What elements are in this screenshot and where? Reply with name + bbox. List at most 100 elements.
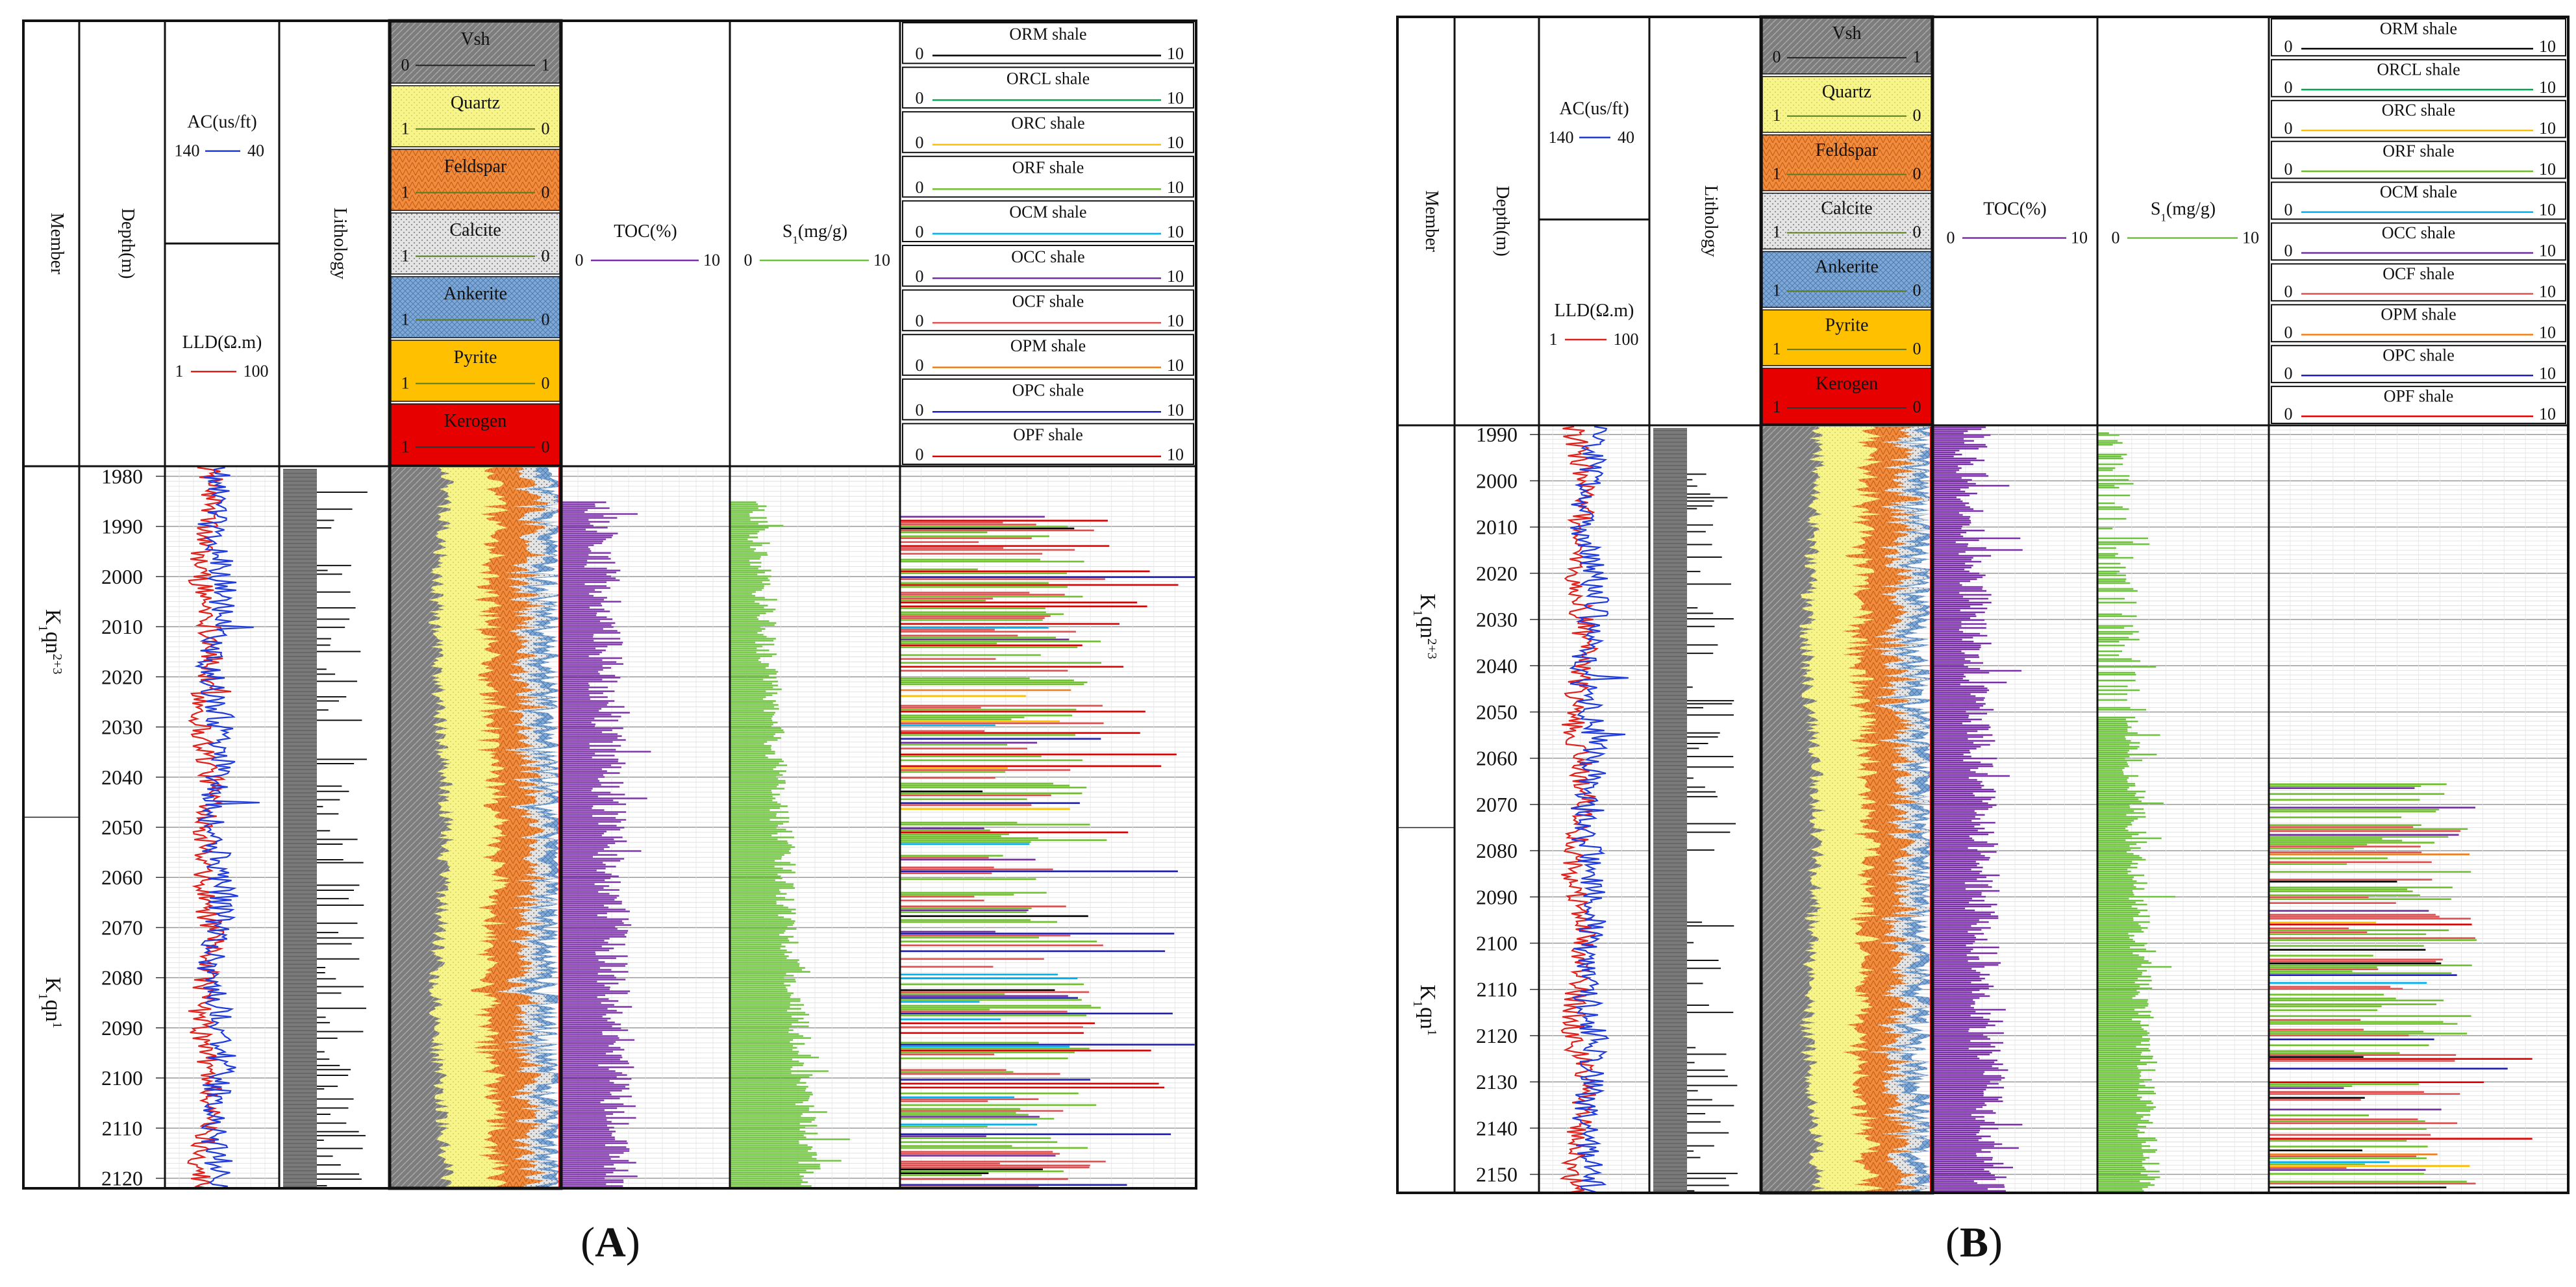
s1-left: 0 <box>2112 229 2120 247</box>
shale-legend-box <box>902 22 1194 64</box>
shale-name: OCC shale <box>2382 223 2455 242</box>
shale-legend-box <box>2271 58 2566 97</box>
vsh-fill <box>1761 427 1826 1193</box>
depth-tick-label: 2020 <box>1476 562 1518 585</box>
shale-left: 0 <box>916 89 924 108</box>
shale-left: 0 <box>916 445 924 464</box>
shale-left: 0 <box>916 356 924 375</box>
shale-name: OPM shale <box>2381 305 2456 324</box>
mineral-right: 0 <box>542 182 550 201</box>
mineral-left: 0 <box>401 55 410 74</box>
mineral-name: Quartz <box>451 93 500 113</box>
mineral-legend-feldspar <box>1762 134 1932 192</box>
s1-title: S1(mg/g) <box>782 221 847 246</box>
shale-right: 10 <box>2539 364 2556 382</box>
member-label-upper: K1qn2+3 <box>36 609 65 675</box>
mineral-name: Quartz <box>1822 82 1871 102</box>
mineral-right: 1 <box>1913 47 1921 66</box>
lld-left: 1 <box>175 362 184 381</box>
shale-left: 0 <box>2284 323 2293 342</box>
s1-right: 10 <box>2242 229 2259 247</box>
shale-right: 10 <box>2539 37 2556 56</box>
ac-left: 140 <box>1549 128 1574 147</box>
panel-label: (A) <box>581 1219 640 1266</box>
lld-right: 100 <box>244 362 269 381</box>
lld-title: LLD(Ω.m) <box>1555 301 1634 321</box>
shale-name: OCM shale <box>2380 182 2457 201</box>
shale-legend-box <box>902 423 1194 466</box>
shale-left: 0 <box>2284 160 2293 179</box>
shale-left: 0 <box>2284 282 2293 301</box>
ac-right: 40 <box>247 142 264 160</box>
mineral-name: Ankerite <box>1815 257 1879 277</box>
shale-legend-box <box>2271 99 2566 138</box>
mineral-name: Vsh <box>1832 23 1861 44</box>
mineral-legend-quartz <box>390 85 560 147</box>
lld-left: 1 <box>1549 330 1558 349</box>
mineral-right: 1 <box>542 55 550 74</box>
shale-name: OPF shale <box>2384 387 2454 406</box>
shale-name: ORC shale <box>2382 101 2455 119</box>
ac-curve <box>1569 425 1629 1193</box>
mineral-left: 1 <box>401 182 410 201</box>
shale-legend-box <box>902 111 1194 153</box>
member-header: Member <box>47 213 67 275</box>
depth-tick-label: 2140 <box>1476 1116 1518 1140</box>
shale-legend-box <box>2271 222 2566 261</box>
depth-tick-label: 2040 <box>1476 654 1518 677</box>
s1-title: S1(mg/g) <box>2151 199 2216 224</box>
mineral-right: 0 <box>1913 339 1921 358</box>
depth-tick-label: 2010 <box>1476 516 1518 539</box>
depth-tick-label: 2040 <box>101 766 143 789</box>
member-label-upper: K1qn2+3 <box>1410 594 1440 659</box>
shale-right: 10 <box>2539 242 2556 260</box>
ac-curve <box>194 466 260 1190</box>
mineral-left: 1 <box>401 246 410 265</box>
mineral-right: 0 <box>542 437 550 456</box>
mineral-right: 0 <box>542 246 550 265</box>
ac-right: 40 <box>1618 128 1634 147</box>
shale-right: 10 <box>2539 405 2556 423</box>
shale-right: 10 <box>2539 160 2556 179</box>
shale-name: OCC shale <box>1011 247 1084 266</box>
mineral-right: 0 <box>542 310 550 329</box>
shale-name: OCF shale <box>1012 292 1084 310</box>
s1-left: 0 <box>744 251 753 269</box>
mineral-name: Pyrite <box>1825 315 1869 335</box>
shale-legend-box <box>902 334 1194 376</box>
depth-tick-label: 2060 <box>1476 747 1518 770</box>
panel-frame <box>1396 16 2570 1194</box>
mineral-left: 1 <box>401 373 410 392</box>
mineral-legend-ankerite <box>1762 251 1932 308</box>
member-label-lower: K1qn1 <box>1410 984 1440 1036</box>
shale-name: ORM shale <box>2380 19 2457 38</box>
shale-right: 10 <box>1167 445 1184 464</box>
shale-right: 10 <box>1167 312 1184 331</box>
depth-tick-label: 2100 <box>1476 931 1518 955</box>
mineral-legend-kerogen <box>1762 368 1932 425</box>
shale-name: OPF shale <box>1013 425 1083 444</box>
depth-tick-label: 2080 <box>1476 839 1518 862</box>
shale-right: 10 <box>2539 282 2556 301</box>
mineral-left: 1 <box>401 119 410 138</box>
shale-name: OCM shale <box>1009 203 1086 221</box>
depth-tick-label: 2010 <box>101 615 143 638</box>
shale-right: 10 <box>1167 356 1184 375</box>
mineral-left: 1 <box>1773 106 1781 125</box>
shale-left: 0 <box>2284 78 2293 97</box>
shale-left: 0 <box>916 222 924 241</box>
member-header: Member <box>1421 190 1442 253</box>
shale-left: 0 <box>916 133 924 152</box>
depth-tick-label: 2070 <box>101 916 143 939</box>
shale-name: ORC shale <box>1011 114 1084 132</box>
shale-name: OPM shale <box>1010 336 1086 355</box>
ac-left: 140 <box>175 142 200 160</box>
lld-right: 100 <box>1614 330 1639 349</box>
depth-tick-label: 2120 <box>1476 1024 1518 1047</box>
toc-right: 10 <box>703 251 720 269</box>
mineral-left: 1 <box>1773 164 1781 183</box>
shale-name: ORCL shale <box>1007 69 1090 88</box>
shale-left: 0 <box>2284 37 2293 56</box>
ac-title: AC(us/ft) <box>1559 99 1629 119</box>
member-label-lower: K1qn1 <box>36 977 65 1029</box>
